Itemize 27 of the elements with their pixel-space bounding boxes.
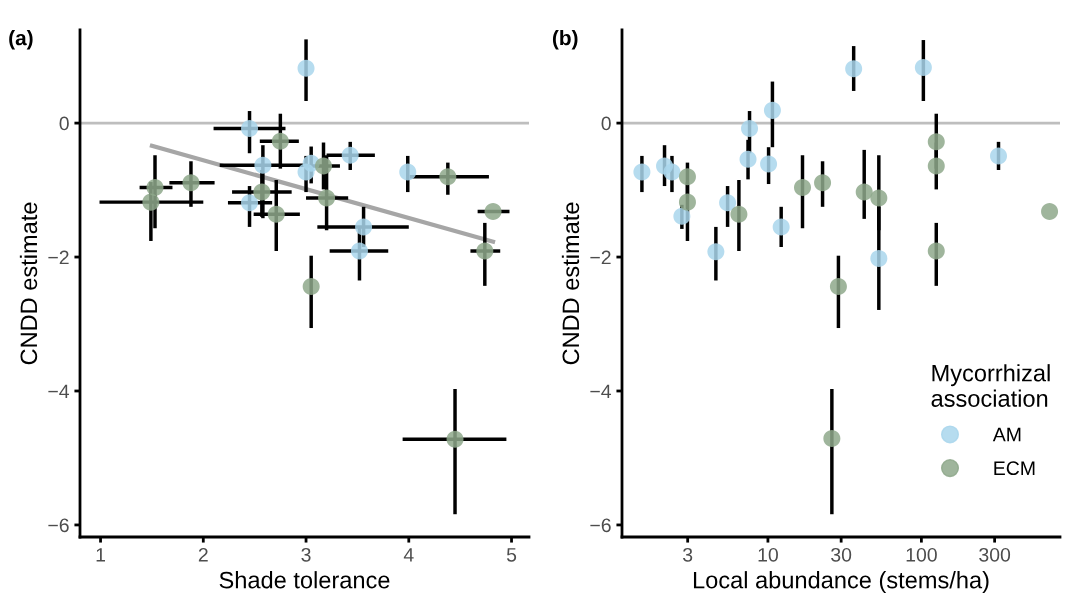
chart-title: (b): [552, 30, 578, 50]
y-tick-label: −6: [48, 518, 69, 533]
y-tick-label: −4: [590, 384, 612, 399]
y-tick-label: 0: [601, 116, 611, 131]
legend-title: Mycorrhizal association: [931, 364, 1050, 407]
x-tick-label: 1: [96, 548, 106, 562]
y-tick-label: −4: [48, 384, 70, 399]
legend-label: AM: [992, 427, 1021, 442]
x-tick-label: 3: [683, 547, 693, 562]
x-tick-label: 4: [403, 548, 414, 562]
x-tick-label: 300: [979, 547, 1011, 562]
y-tick-label: 0: [59, 116, 69, 131]
y-axis-title: CNDD estimate: [561, 202, 580, 365]
x-tick-label: 2: [198, 547, 208, 562]
x-tick-label: 5: [506, 548, 517, 562]
y-tick-label: −6: [590, 518, 611, 533]
chart-title: (a): [9, 30, 33, 50]
x-tick-label: 100: [906, 547, 937, 562]
x-axis-title: Shade tolerance: [219, 571, 390, 589]
y-tick-label: −2: [590, 250, 611, 265]
x-tick-label: 3: [301, 547, 311, 562]
x-tick-label: 30: [831, 547, 852, 562]
y-axis-title: CNDD estimate: [19, 202, 38, 365]
legend-label: ECM: [994, 461, 1035, 476]
y-tick-label: −2: [48, 250, 69, 265]
x-axis-title: Local abundance (stems/ha): [693, 571, 989, 594]
x-tick-label: 10: [758, 547, 778, 562]
